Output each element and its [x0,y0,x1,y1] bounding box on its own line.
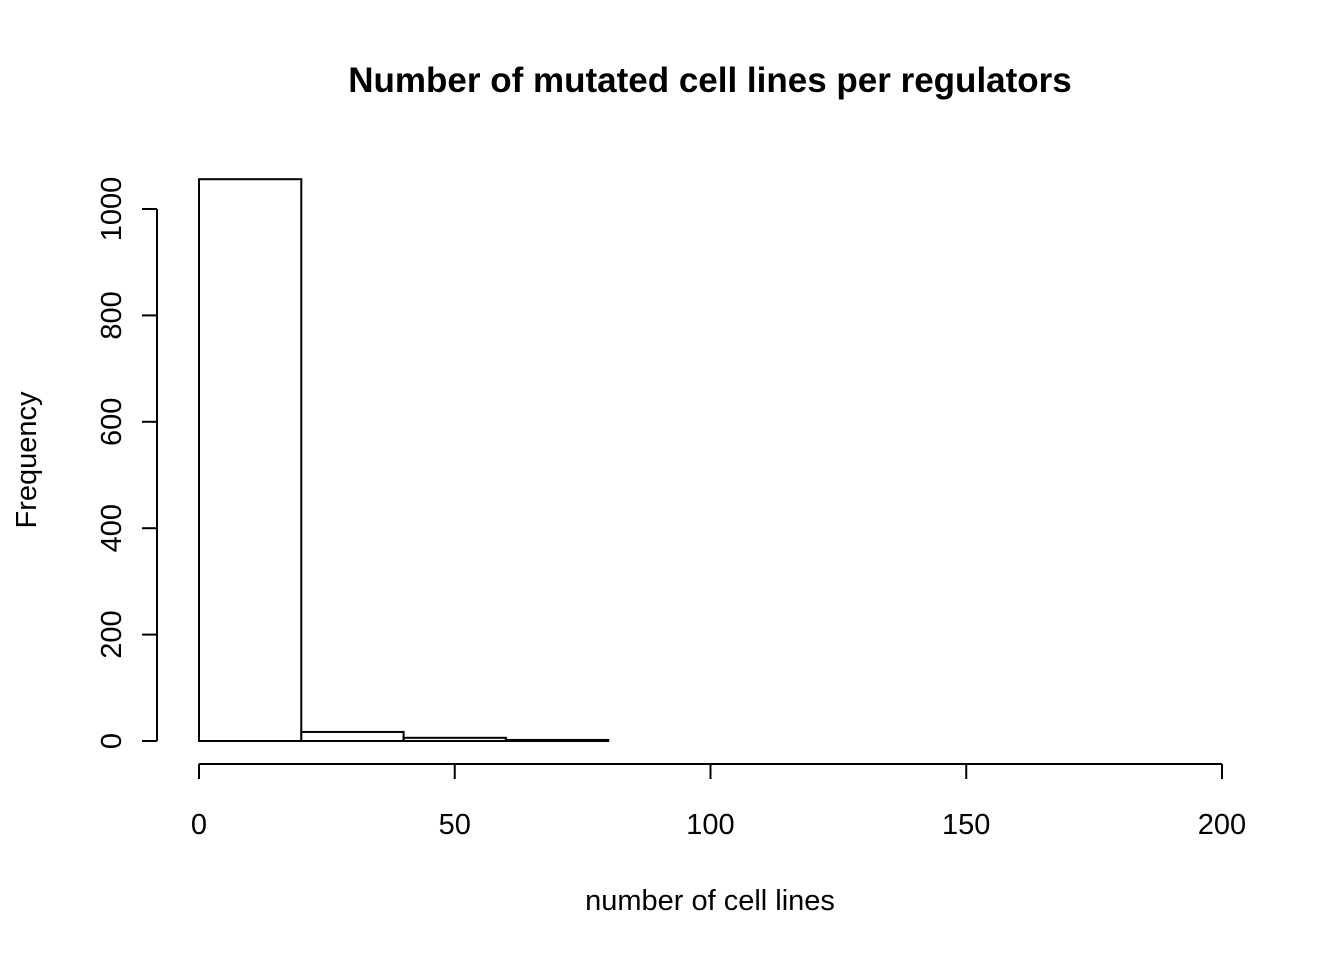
chart-title: Number of mutated cell lines per regulat… [348,61,1072,100]
y-tick-label: 800 [96,291,128,339]
y-tick-label: 200 [96,610,128,658]
x-tick-label: 150 [942,809,990,841]
x-tick-label: 50 [439,809,471,841]
y-tick-label: 0 [96,733,128,749]
x-tick-label: 200 [1198,809,1246,841]
y-axis-label: Frequency [11,391,43,529]
y-tick-label: 1000 [96,177,128,242]
y-tick-label: 600 [96,398,128,446]
histogram-bar [198,178,303,742]
x-axis: 0 50 100 150 200 [191,763,1246,841]
histogram-bar [402,736,507,742]
x-axis-label: number of cell lines [585,885,835,917]
x-tick-label: 100 [686,809,734,841]
histogram-bar [504,738,610,742]
y-axis: 0 200 400 600 800 1000 [96,177,158,749]
x-tick-label: 0 [191,809,207,841]
histogram-bars [198,178,610,742]
histogram-bar [300,730,405,742]
y-tick-label: 400 [96,504,128,552]
